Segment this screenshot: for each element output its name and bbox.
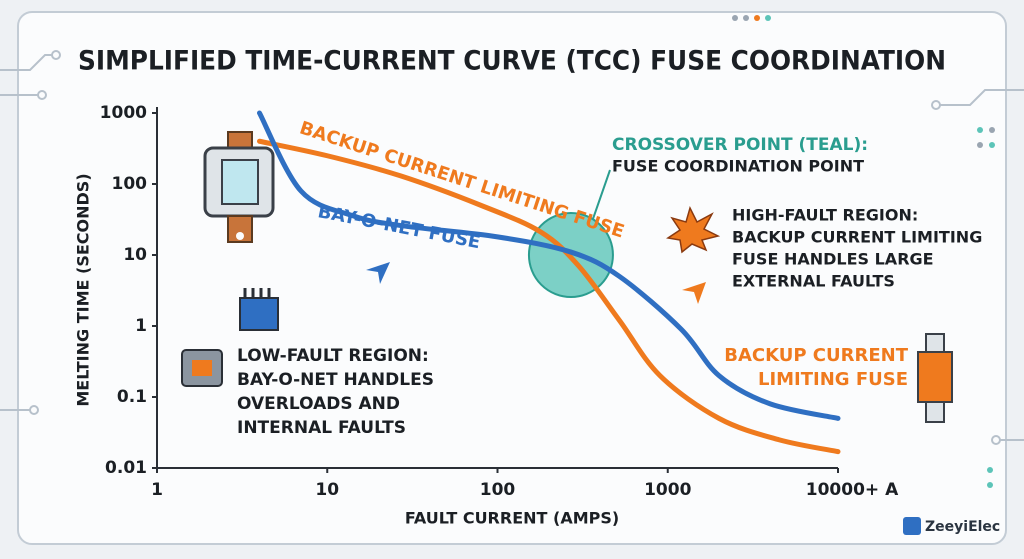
decoration: [0, 50, 1024, 445]
annotation: OVERLOADS AND: [237, 394, 400, 414]
y-tick-label: 100: [112, 174, 148, 194]
cartridge-icon: [917, 333, 953, 423]
x-axis-title: FAULT CURRENT (AMPS): [405, 509, 619, 528]
x-tick-label: 10: [315, 480, 339, 500]
y-tick-label: 1: [135, 316, 147, 336]
x-tick-label: 100: [480, 480, 516, 500]
x-tick-label: 10000+ A: [806, 480, 899, 500]
annotation: INTERNAL FAULTS: [237, 418, 406, 438]
y-axis-title: MELTING TIME (SECONDS): [74, 173, 93, 406]
annotation: HIGH-FAULT REGION:: [732, 206, 918, 225]
annotation: LOW-FAULT REGION:: [237, 346, 429, 366]
brand-logo: [903, 517, 921, 535]
x-tick-label: 1000: [644, 480, 691, 500]
arrow: [366, 262, 390, 284]
dots: [732, 15, 995, 488]
annotation: BACKUP CURRENT LIMITING: [732, 228, 982, 247]
transformer-icon: [181, 288, 279, 387]
annotation: FUSE HANDLES LARGE: [732, 250, 934, 269]
y-tick-label: 1000: [100, 103, 147, 123]
y-tick-label: 0.1: [117, 387, 147, 407]
annotation: EXTERNAL FAULTS: [732, 272, 895, 291]
annotation: LIMITING FUSE: [758, 369, 908, 390]
brand: ZeeyiElec: [925, 519, 1000, 535]
arrow: [682, 282, 706, 304]
annotation: BACKUP CURRENT: [724, 345, 908, 366]
card: [17, 11, 1007, 545]
series-line: [257, 138, 841, 455]
y-tick-label: 10: [123, 245, 147, 265]
annotation: BAY-O-NET HANDLES: [237, 370, 434, 390]
y-tick-label: 0.01: [105, 458, 147, 478]
crossover-title: CROSSOVER POINT (TEAL):: [612, 135, 868, 155]
x-tick-label: 1: [151, 480, 163, 500]
series-line: [257, 110, 841, 421]
crossover-text: FUSE COORDINATION POINT: [612, 157, 864, 176]
chart-title: SIMPLIFIED TIME-CURRENT CURVE (TCC) FUSE…: [78, 46, 946, 77]
leader: [591, 169, 611, 220]
spark-icon: [666, 205, 721, 254]
fuse-icon: [203, 131, 275, 243]
